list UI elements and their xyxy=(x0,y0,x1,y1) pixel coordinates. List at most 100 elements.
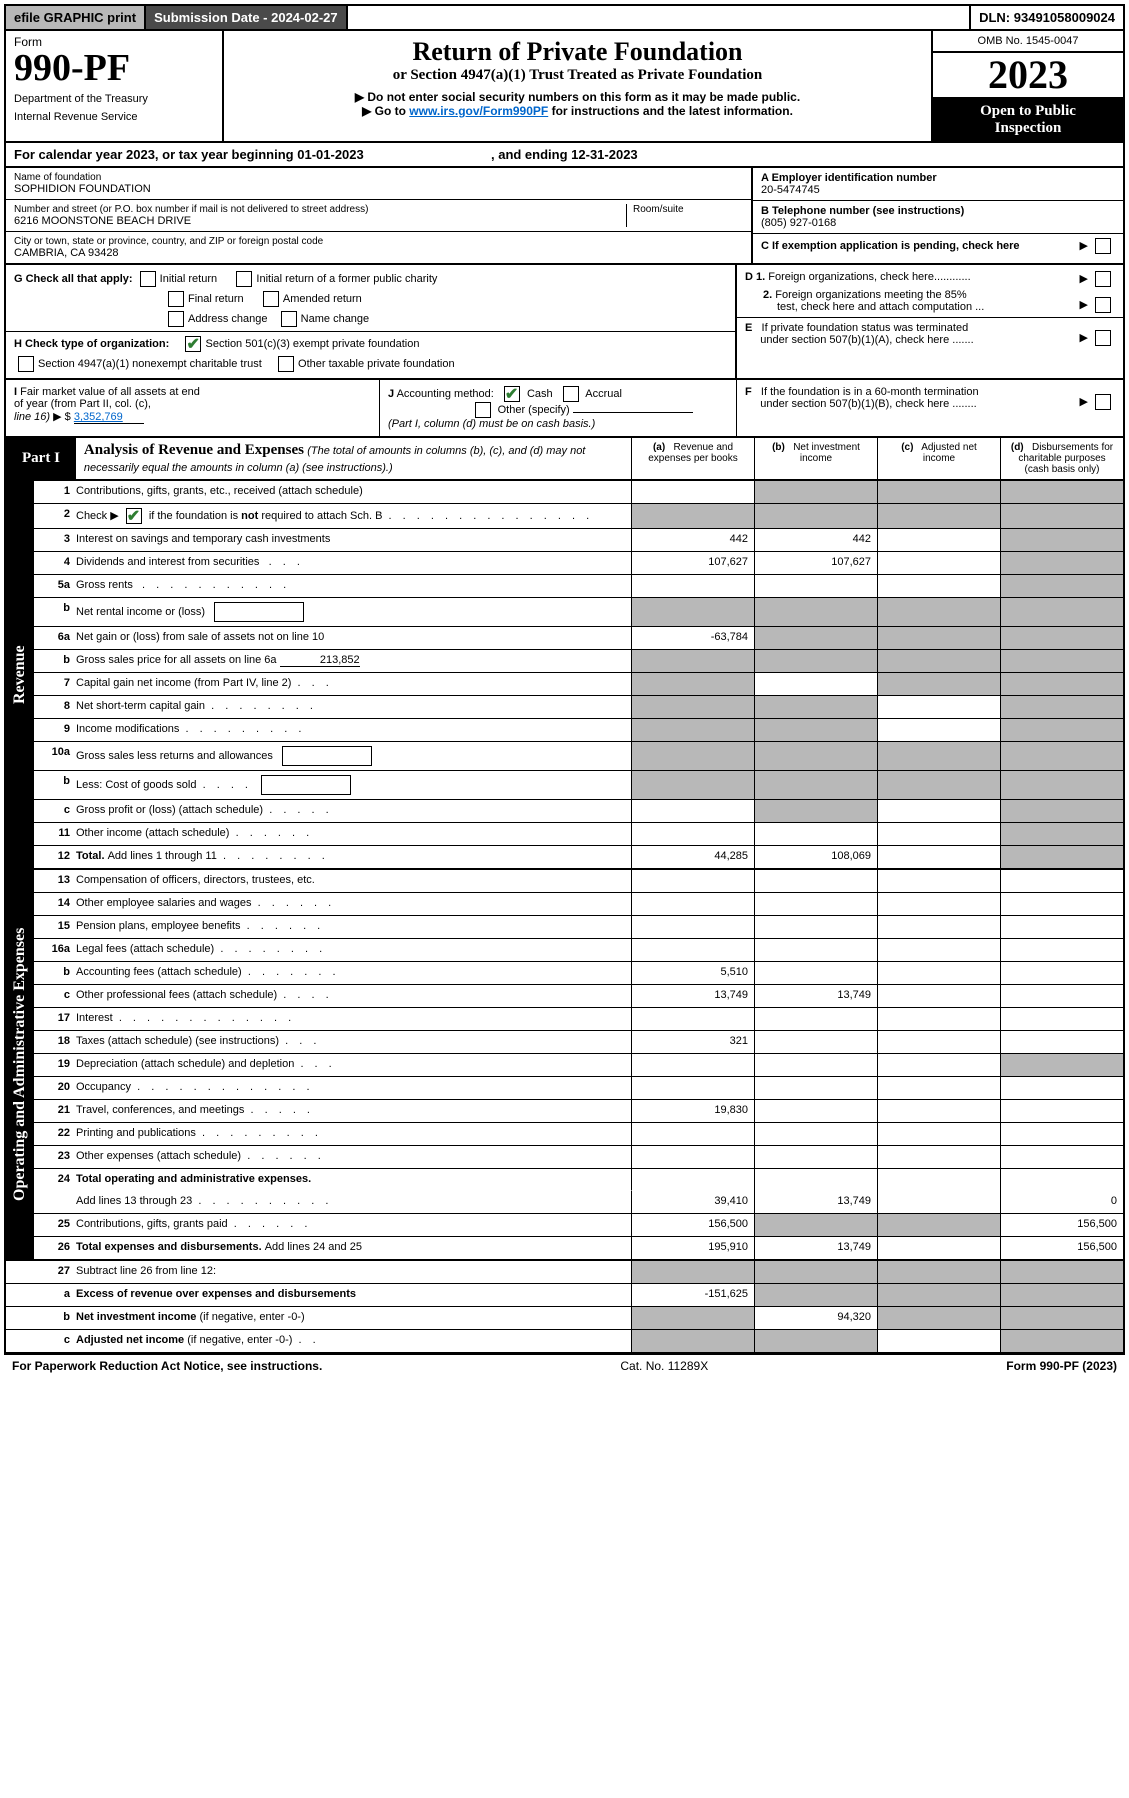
line-27a: aExcess of revenue over expenses and dis… xyxy=(6,1284,1123,1307)
j-other-checkbox[interactable] xyxy=(475,402,491,418)
j-accrual-checkbox[interactable] xyxy=(563,386,579,402)
revenue-side-label: Revenue xyxy=(6,481,34,868)
footer-left: For Paperwork Reduction Act Notice, see … xyxy=(12,1359,322,1373)
g-address-checkbox[interactable] xyxy=(168,311,184,327)
calyear-a: For calendar year 2023, or tax year begi… xyxy=(14,147,297,162)
form-number: 990-PF xyxy=(14,49,214,87)
entity-right: A Employer identification number 20-5474… xyxy=(751,168,1123,263)
g6: Name change xyxy=(301,313,370,325)
d1-row: D 1. D 1. Foreign organizations, check h… xyxy=(745,271,1115,287)
line-10c: cGross profit or (loss) (attach schedule… xyxy=(34,800,1123,823)
foundation-name: SOPHIDION FOUNDATION xyxy=(14,183,743,195)
dln-value: 93491058009024 xyxy=(1014,10,1115,25)
line-16b: bAccounting fees (attach schedule) . . .… xyxy=(34,962,1123,985)
calyear-begin: 01-01-2023 xyxy=(297,147,364,162)
d1-checkbox[interactable] xyxy=(1095,271,1111,287)
g-initial-former-checkbox[interactable] xyxy=(236,271,252,287)
line-6b: bGross sales price for all assets on lin… xyxy=(34,650,1123,673)
irs-link[interactable]: www.irs.gov/Form990PF xyxy=(409,104,548,118)
revenue-grid: Revenue 1Contributions, gifts, grants, e… xyxy=(4,481,1125,870)
i-j-f-row: I Fair market value of all assets at end… xyxy=(4,380,1125,438)
room-label: Room/suite xyxy=(633,204,743,215)
city-value: CAMBRIA, CA 93428 xyxy=(14,247,743,259)
check-left: G Check all that apply: Initial return I… xyxy=(6,265,735,378)
line-24-title: 24Total operating and administrative exp… xyxy=(34,1169,1123,1191)
h3: Other taxable private foundation xyxy=(298,358,455,370)
part1-title: Analysis of Revenue and Expenses xyxy=(84,442,304,458)
line-21: 21Travel, conferences, and meetings . . … xyxy=(34,1100,1123,1123)
footer-right: Form 990-PF (2023) xyxy=(1006,1359,1117,1373)
header-left: Form 990-PF Department of the Treasury I… xyxy=(6,31,224,141)
l2-checkbox[interactable] xyxy=(126,508,142,524)
header-row: Form 990-PF Department of the Treasury I… xyxy=(4,31,1125,143)
line-13: 13Compensation of officers, directors, t… xyxy=(34,870,1123,893)
open-inspection: Open to Public Inspection xyxy=(933,99,1123,141)
sub-date-value: 2024-02-27 xyxy=(271,10,338,25)
i-cell: I Fair market value of all assets at end… xyxy=(6,380,380,436)
line-4: 4Dividends and interest from securities … xyxy=(34,552,1123,575)
part1-desc: Analysis of Revenue and Expenses (The to… xyxy=(76,438,632,479)
calyear-b: , and ending xyxy=(491,147,571,162)
f-checkbox[interactable] xyxy=(1095,394,1111,410)
name-cell: Name of foundation SOPHIDION FOUNDATION xyxy=(6,168,751,200)
omb-number: OMB No. 1545-0047 xyxy=(933,31,1123,53)
line-6a: 6aNet gain or (loss) from sale of assets… xyxy=(34,627,1123,650)
j-cash: Cash xyxy=(527,388,553,400)
g-amended-checkbox[interactable] xyxy=(263,291,279,307)
j-other-line xyxy=(573,412,693,413)
check-right: D 1. D 1. Foreign organizations, check h… xyxy=(735,265,1123,378)
c-checkbox[interactable] xyxy=(1095,238,1111,254)
line-5a: 5aGross rents . . . . . . . . . . . xyxy=(34,575,1123,598)
h-other-checkbox[interactable] xyxy=(278,356,294,372)
line-16a: 16aLegal fees (attach schedule) . . . . … xyxy=(34,939,1123,962)
col-b-head: (b) Net investment income xyxy=(755,438,878,479)
g-name-checkbox[interactable] xyxy=(281,311,297,327)
tel-value: (805) 927-0168 xyxy=(761,217,1115,229)
tel-label: B Telephone number (see instructions) xyxy=(761,205,1115,217)
h-4947-checkbox[interactable] xyxy=(18,356,34,372)
line-7: 7Capital gain net income (from Part IV, … xyxy=(34,673,1123,696)
header-right: OMB No. 1545-0047 2023 Open to Public In… xyxy=(933,31,1123,141)
efile-label: efile GRAPHIC print xyxy=(6,6,146,29)
title-sub: or Section 4947(a)(1) Trust Treated as P… xyxy=(234,67,921,84)
note2-pre: ▶ Go to xyxy=(362,104,409,118)
i-value[interactable]: 3,352,769 xyxy=(74,411,144,424)
g-final-checkbox[interactable] xyxy=(168,291,184,307)
g2: Initial return of a former public charit… xyxy=(256,273,437,285)
f-cell: F If the foundation is in a 60-month ter… xyxy=(737,380,1123,436)
dln-label: DLN: xyxy=(979,10,1014,25)
line-22: 22Printing and publications . . . . . . … xyxy=(34,1123,1123,1146)
open1: Open to Public xyxy=(933,103,1123,120)
g4: Amended return xyxy=(283,293,362,305)
line-17: 17Interest . . . . . . . . . . . . . xyxy=(34,1008,1123,1031)
note-ssn: ▶ Do not enter social security numbers o… xyxy=(234,90,921,104)
g-initial-checkbox[interactable] xyxy=(140,271,156,287)
dept-treasury: Department of the Treasury xyxy=(14,93,214,105)
addr-label: Number and street (or P.O. box number if… xyxy=(14,204,626,215)
note2-post: for instructions and the latest informat… xyxy=(548,104,793,118)
line-15: 15Pension plans, employee benefits . . .… xyxy=(34,916,1123,939)
g-row3: Address change Name change xyxy=(164,311,727,327)
top-bar: efile GRAPHIC print Submission Date - 20… xyxy=(4,4,1125,31)
h-row2: Section 4947(a)(1) nonexempt charitable … xyxy=(14,356,727,372)
d2-checkbox[interactable] xyxy=(1095,297,1111,313)
line-16c: cOther professional fees (attach schedul… xyxy=(34,985,1123,1008)
expenses-grid: Operating and Administrative Expenses 13… xyxy=(4,870,1125,1261)
dept-irs: Internal Revenue Service xyxy=(14,111,214,123)
open2: Inspection xyxy=(933,120,1123,137)
j-cash-checkbox[interactable] xyxy=(504,386,520,402)
topbar-spacer xyxy=(348,6,969,29)
e-checkbox[interactable] xyxy=(1095,330,1111,346)
street-address: 6216 MOONSTONE BEACH DRIVE xyxy=(14,215,626,227)
calendar-year-row: For calendar year 2023, or tax year begi… xyxy=(4,143,1125,168)
line-26: 26Total expenses and disbursements. Add … xyxy=(34,1237,1123,1259)
header-center: Return of Private Foundation or Section … xyxy=(224,31,933,141)
line-23: 23Other expenses (attach schedule) . . .… xyxy=(34,1146,1123,1169)
expenses-side-label: Operating and Administrative Expenses xyxy=(6,870,34,1259)
col-d-head: (d) Disbursements for charitable purpose… xyxy=(1001,438,1123,479)
g-row: G Check all that apply: Initial return I… xyxy=(14,271,727,287)
g-label: G Check all that apply: xyxy=(14,273,133,285)
d2-row: 2. Foreign organizations meeting the 85%… xyxy=(745,289,1115,313)
h-501c3-checkbox[interactable] xyxy=(185,336,201,352)
col-c-head: (c) Adjusted net income xyxy=(878,438,1001,479)
